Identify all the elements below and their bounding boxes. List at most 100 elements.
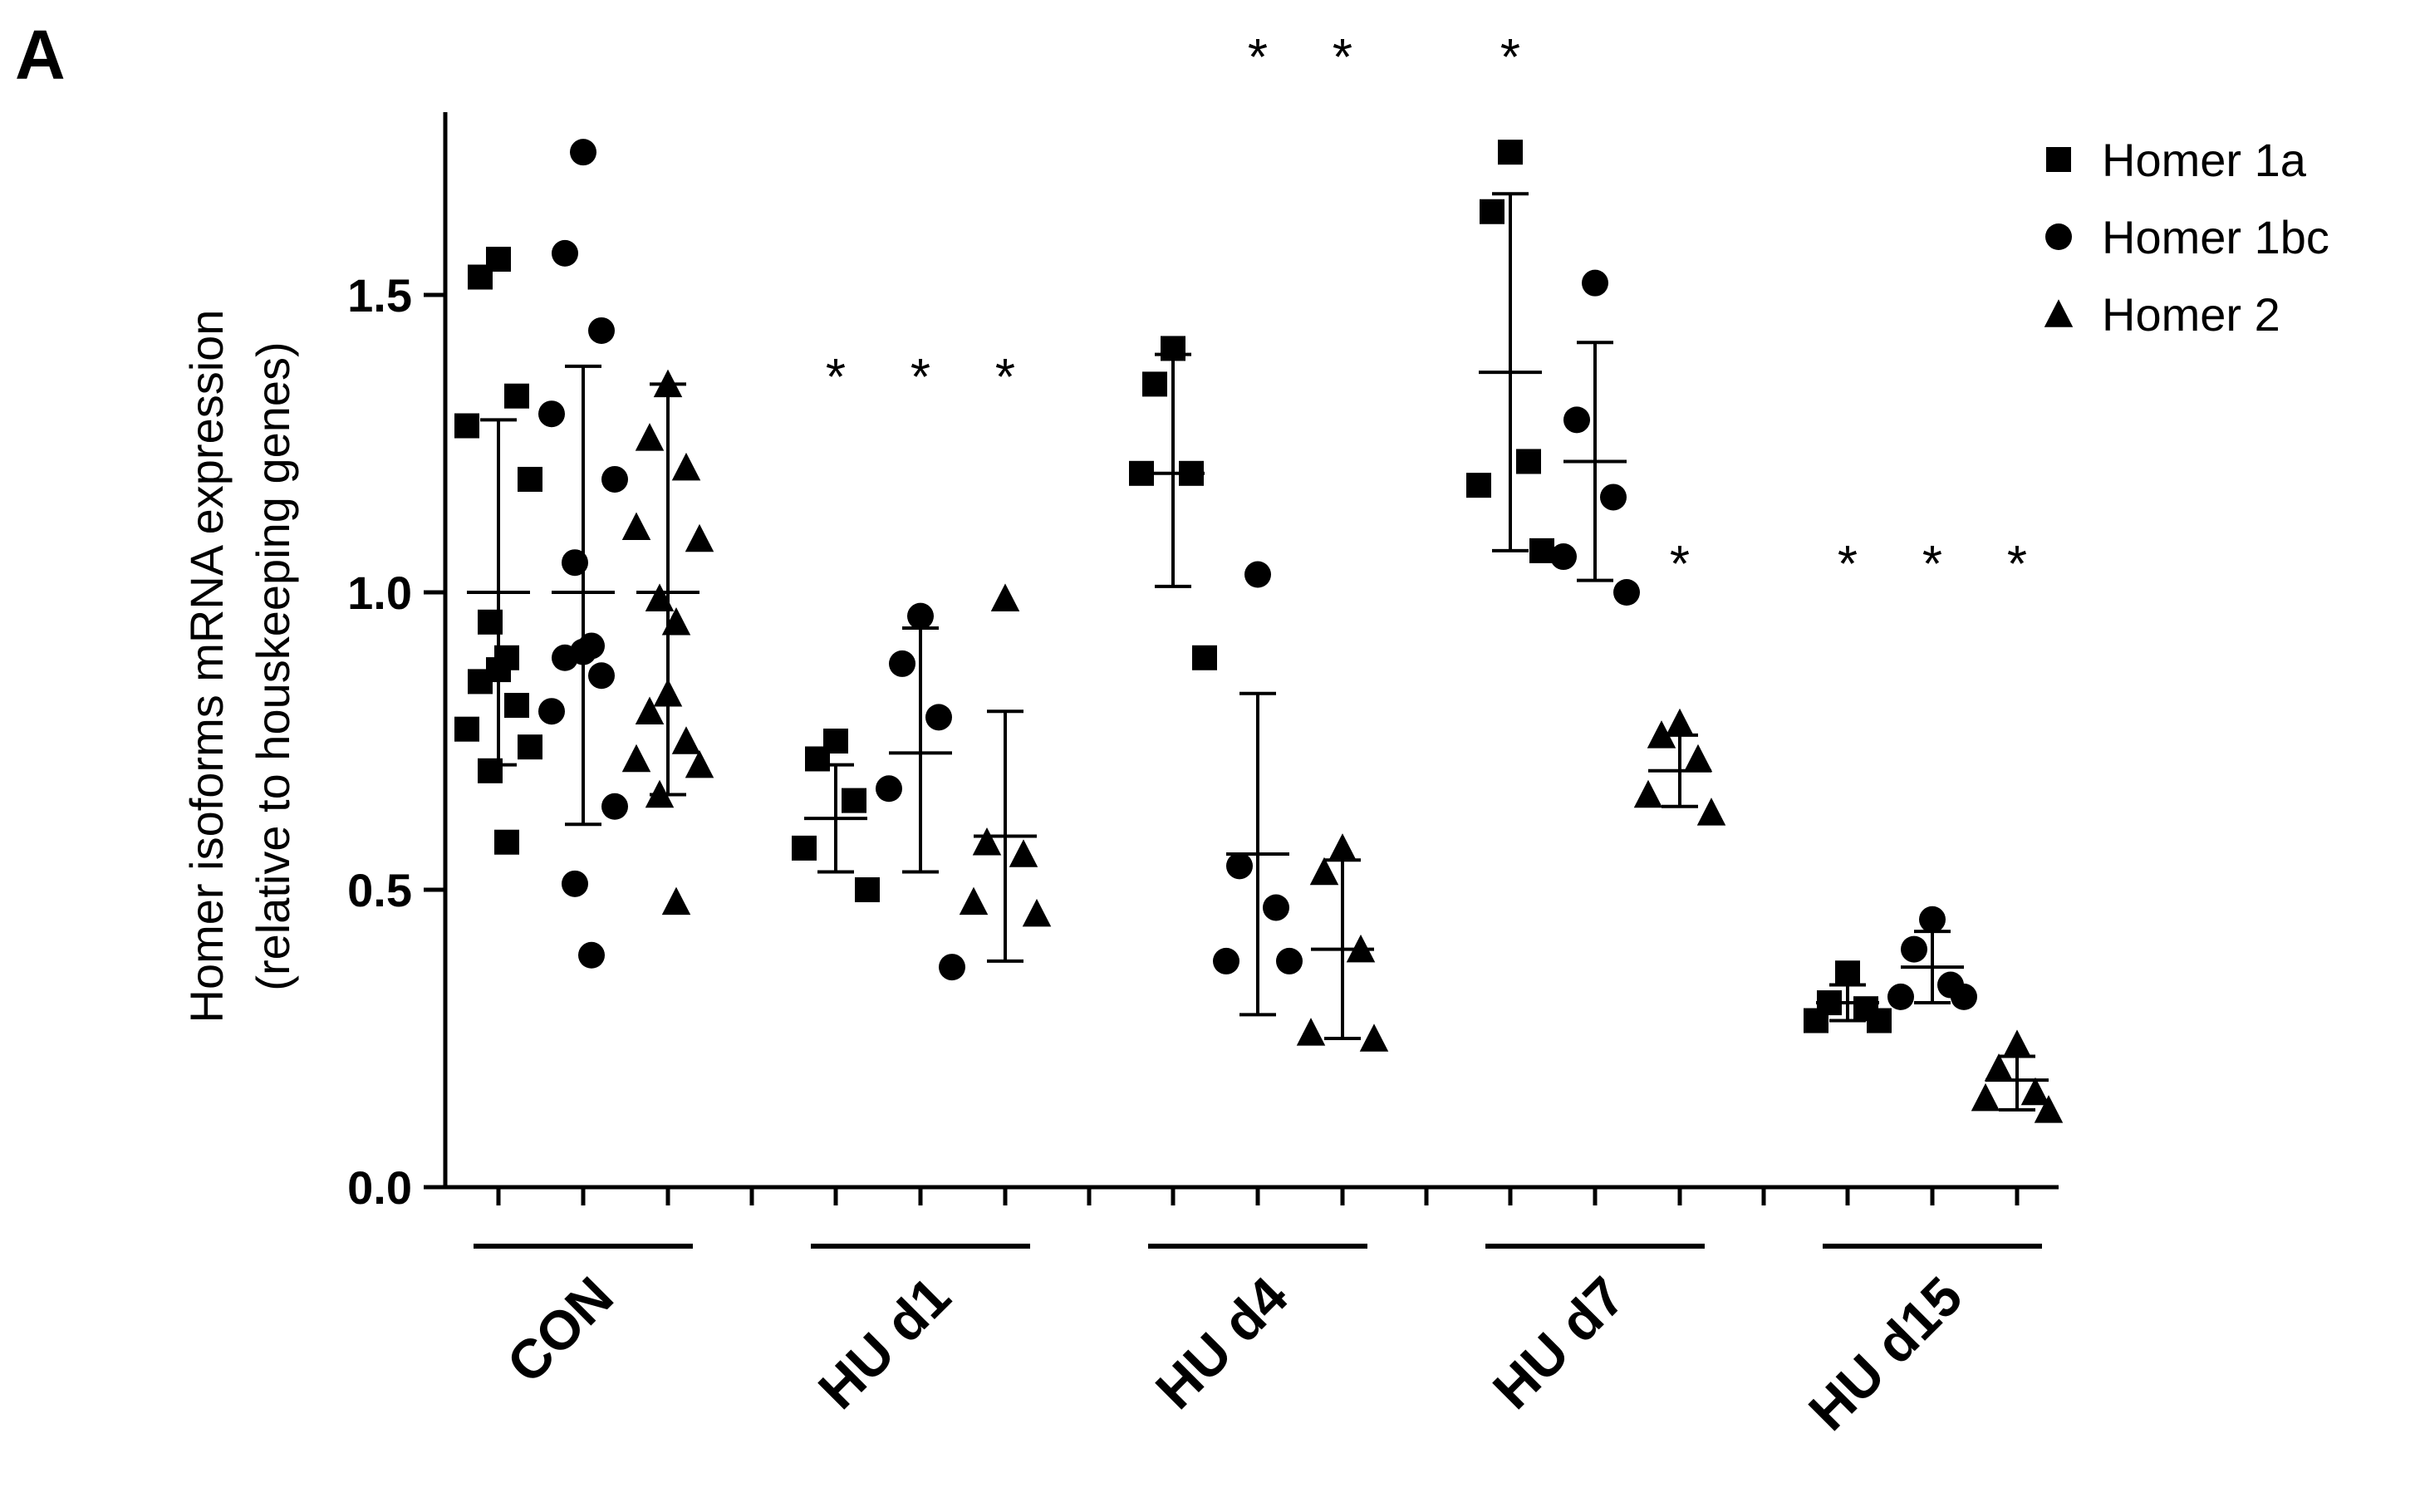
legend-item: Homer 1bc (2045, 211, 2329, 263)
data-point (855, 877, 880, 902)
significance-star: * (1500, 29, 1520, 86)
data-point (1328, 833, 1357, 862)
significance-star: * (2007, 536, 2027, 593)
data-point (1550, 543, 1577, 571)
data-column (1129, 336, 1217, 670)
data-point (1346, 934, 1376, 963)
y-axis-title: Homer isoforms mRNA expression (relative… (180, 310, 299, 1024)
data-point (1022, 898, 1052, 927)
data-point (504, 693, 529, 719)
data-point (653, 678, 683, 707)
data-point (1647, 720, 1676, 749)
data-point (1600, 484, 1627, 511)
data-point (1498, 140, 1523, 165)
data-point (645, 779, 675, 808)
data-point (1529, 538, 1554, 563)
panel-label: A (15, 16, 66, 94)
data-point (653, 369, 683, 398)
y-axis-title-line-1: Homer isoforms mRNA expression (180, 310, 233, 1024)
y-tick-label: 1.5 (347, 269, 412, 322)
data-point (1192, 645, 1217, 670)
significance-star: * (1838, 536, 1858, 593)
significance-star: * (1248, 29, 1268, 86)
data-point (1263, 894, 1289, 921)
y-tick-label: 0.0 (347, 1161, 412, 1214)
legend-label: Homer 2 (2102, 288, 2280, 341)
legend: Homer 1a Homer 1bc Homer 2 (2044, 134, 2329, 341)
data-point (454, 716, 479, 742)
data-column (792, 729, 880, 902)
data-point (1466, 473, 1491, 498)
data-point (562, 549, 588, 577)
group-labels: CON HU d1 HU d4 HU d7 HU d15 (474, 1244, 2042, 1442)
data-point (1901, 935, 1927, 963)
data-point (1835, 960, 1860, 986)
data-point (1919, 906, 1946, 933)
data-point (578, 941, 605, 969)
data-point (588, 317, 615, 344)
data-column (538, 139, 628, 969)
group-label: HU d7 (1481, 1265, 1637, 1421)
data-point (552, 239, 578, 267)
data-point (454, 413, 479, 439)
data-point (685, 749, 714, 778)
data-point (1129, 460, 1154, 486)
data-point (562, 870, 588, 897)
data-point (1296, 1018, 1326, 1046)
data-point (1951, 983, 1977, 1010)
data-column (1466, 140, 1554, 563)
data-point (570, 139, 596, 166)
data-column (1213, 561, 1303, 1017)
data-point (1213, 947, 1239, 974)
data-column (876, 602, 965, 981)
data-column (1971, 1029, 2064, 1123)
data-point (1613, 579, 1640, 606)
data-point (1516, 449, 1541, 474)
data-point (671, 452, 701, 481)
group-label: HU d4 (1144, 1264, 1299, 1420)
group-label: HU d15 (1797, 1265, 1974, 1442)
significance-star: * (1670, 536, 1690, 593)
data-point (468, 669, 493, 695)
group-label: CON (495, 1265, 625, 1395)
data-point (685, 523, 714, 552)
data-column (959, 583, 1052, 963)
data-point (478, 609, 503, 635)
data-point (661, 607, 691, 636)
data-point (538, 698, 565, 725)
data-point (635, 423, 665, 451)
data-point (1563, 406, 1590, 434)
data-point (1633, 779, 1663, 808)
legend-marker (2045, 223, 2072, 250)
data-column (1633, 708, 1726, 826)
data-point (1696, 798, 1726, 826)
data-point (1971, 1082, 2000, 1112)
data-point (478, 758, 503, 783)
legend-item: Homer 1a (2046, 134, 2307, 186)
data-point (1582, 269, 1608, 297)
data-point (1009, 839, 1038, 867)
data-column (1804, 960, 1892, 1033)
data-point (1179, 460, 1204, 486)
data-point (1309, 857, 1339, 886)
legend-item: Homer 2 (2044, 288, 2280, 341)
data-column (454, 247, 542, 855)
data-point (907, 602, 934, 630)
data-point (2002, 1029, 2032, 1058)
data-point (1867, 1008, 1892, 1033)
legend-label: Homer 1bc (2102, 211, 2329, 263)
data-point (1226, 852, 1253, 880)
legend-marker (2046, 147, 2071, 172)
data-point (588, 662, 615, 690)
significance-star: * (1333, 29, 1352, 86)
data-point (645, 583, 675, 611)
group-label: HU d1 (807, 1265, 962, 1421)
data-point (939, 954, 965, 981)
data-point (876, 775, 902, 803)
data-column (621, 369, 714, 916)
significance-star: * (995, 349, 1015, 406)
data-point (1142, 371, 1167, 397)
data-point (1359, 1024, 1389, 1052)
